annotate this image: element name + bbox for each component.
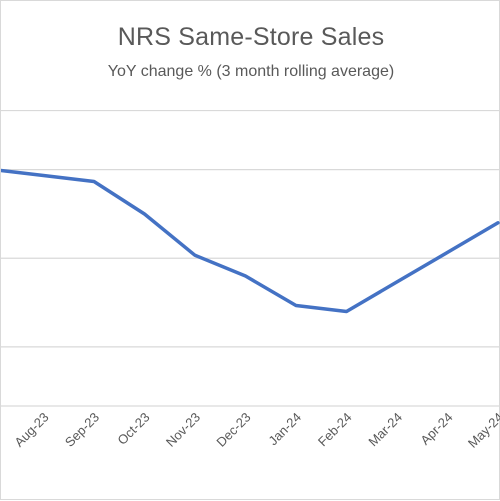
x-tick-label: May-24 [465,410,500,451]
x-tick-label: Oct-23 [114,410,152,448]
gridlines [1,109,500,348]
x-tick-label: Apr-24 [417,410,455,448]
series-group [1,168,500,314]
series-line-0 [1,168,500,314]
x-tick-labels: Aug-23 Sep-23 Oct-23 Nov-23 Dec-23 Jan-24 Feb-… [11,410,500,451]
chart-subtitle: YoY change % (3 month rolling average) [107,63,395,80]
x-tick-label: Aug-23 [11,410,51,450]
chart-title: NRS Same-Store Sales [117,23,385,51]
x-tick-label: Mar-24 [365,410,405,450]
x-tick-label: Feb-24 [315,410,355,450]
x-tick-label: Dec-23 [213,410,253,450]
x-tick-label: Nov-23 [163,410,203,450]
x-tick-label: Jan-24 [265,410,304,449]
x-tick-label: Sep-23 [62,410,102,450]
